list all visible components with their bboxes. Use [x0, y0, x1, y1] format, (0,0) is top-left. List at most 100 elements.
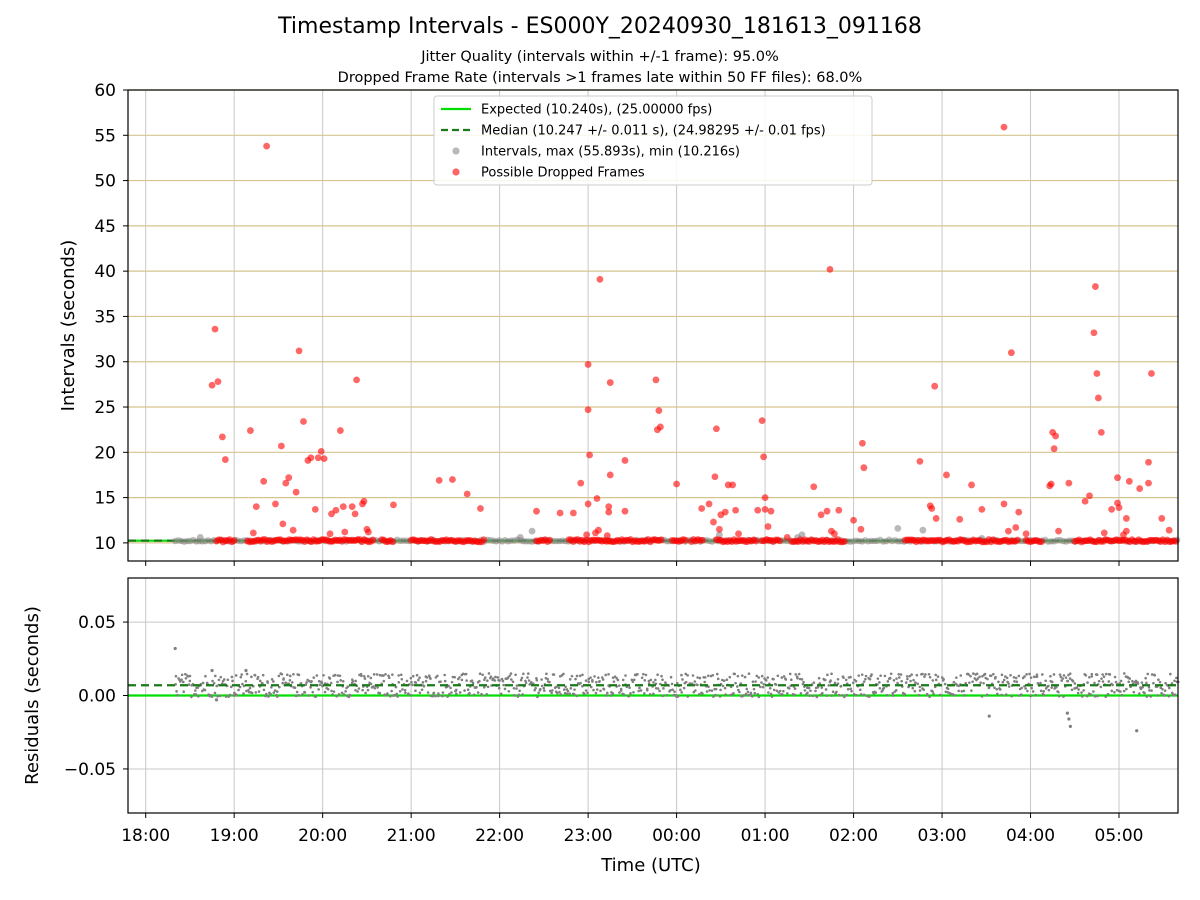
- residual-point: [466, 688, 470, 692]
- residual-point: [644, 673, 648, 677]
- residual-point: [1017, 674, 1021, 678]
- residual-point: [811, 694, 815, 698]
- residual-point: [449, 686, 452, 690]
- residual-point: [972, 672, 975, 675]
- residual-point: [566, 689, 570, 693]
- residual-point: [680, 673, 683, 677]
- residual-point: [218, 694, 222, 698]
- residual-point: [186, 675, 190, 678]
- residual-point: [823, 678, 827, 682]
- residual-point: [373, 686, 377, 690]
- residual-point: [592, 688, 595, 692]
- residual-point: [514, 673, 517, 677]
- residual-point: [897, 676, 901, 679]
- residual-point: [781, 693, 784, 696]
- residual-point: [1047, 688, 1051, 692]
- residual-point: [1159, 686, 1163, 690]
- dropped-frame-point: [307, 454, 315, 462]
- residual-point: [487, 672, 491, 675]
- residual-point: [1145, 681, 1148, 685]
- residual-point: [387, 674, 390, 678]
- residual-point: [176, 693, 179, 697]
- residual-point: [314, 695, 317, 699]
- dropped-frame-point: [435, 476, 443, 484]
- residual-point: [420, 688, 424, 692]
- residual-point: [421, 681, 425, 684]
- dropped-frame-point: [655, 407, 663, 415]
- residual-point: [742, 694, 746, 697]
- residual-point: [652, 692, 655, 696]
- residual-point: [1007, 682, 1010, 685]
- residual-point: [897, 672, 901, 676]
- residual-point: [697, 692, 701, 696]
- residual-point: [519, 678, 523, 682]
- dropped-frame-point: [1052, 432, 1059, 440]
- residual-point: [494, 675, 497, 679]
- residual-point: [1169, 672, 1172, 676]
- residual-point: [807, 686, 811, 690]
- residual-point: [944, 690, 948, 694]
- residual-point: [247, 688, 250, 692]
- dropped-frame-point: [1081, 497, 1089, 505]
- residual-point: [280, 672, 284, 676]
- residual-point: [849, 675, 852, 679]
- residual-point: [648, 692, 652, 696]
- dropped-frame-point: [823, 507, 831, 515]
- residual-point: [543, 689, 546, 692]
- residual-point: [629, 692, 632, 695]
- residual-point: [818, 682, 822, 685]
- residual-point: [1173, 679, 1176, 683]
- residual-point: [719, 688, 722, 692]
- dropped-frame-point: [656, 423, 664, 431]
- residual-point: [1099, 685, 1103, 689]
- residual-point: [645, 687, 649, 691]
- residual-point: [710, 689, 714, 692]
- residual-point: [226, 678, 230, 682]
- residual-point: [864, 674, 868, 678]
- dropped-frame-point: [761, 494, 769, 501]
- residual-point: [876, 677, 880, 680]
- dropped-frame-point: [715, 525, 723, 533]
- interval-point: [798, 531, 806, 539]
- residual-point: [1113, 675, 1117, 679]
- residual-point: [992, 672, 995, 676]
- residual-point: [391, 673, 394, 676]
- residual-point: [512, 694, 516, 697]
- residual-point: [833, 681, 837, 685]
- residual-point: [264, 694, 267, 698]
- x-tick-label: 23:00: [564, 826, 613, 846]
- residual-point: [1070, 688, 1074, 692]
- residual-point: [397, 680, 401, 684]
- residual-point: [841, 694, 844, 697]
- dropped-frame-point: [1000, 123, 1008, 131]
- residual-point: [895, 677, 898, 680]
- residual-point: [507, 689, 511, 693]
- residual-point: [1026, 689, 1029, 693]
- dropped-frame-point: [732, 506, 739, 514]
- residual-point: [405, 679, 409, 683]
- residual-point: [927, 672, 931, 676]
- residual-point: [733, 672, 737, 676]
- residual-point: [1029, 676, 1033, 679]
- residual-point: [787, 687, 791, 690]
- residual-point: [1052, 673, 1056, 676]
- dropped-frame-point: [1122, 527, 1130, 535]
- dropped-frame-point: [1122, 515, 1130, 522]
- residual-point: [330, 689, 333, 693]
- residual-point: [399, 673, 403, 677]
- residual-point: [304, 683, 308, 686]
- y-tick-label: 10: [94, 534, 116, 554]
- chart-title: Timestamp Intervals - ES000Y_20240930_18…: [278, 14, 922, 39]
- residual-point: [764, 678, 768, 682]
- residual-point: [1167, 694, 1171, 698]
- residual-point: [242, 684, 246, 688]
- residual-point: [432, 691, 436, 695]
- residual-point: [386, 692, 389, 695]
- residual-point: [894, 689, 898, 692]
- residual-point: [1015, 680, 1019, 684]
- dropped-frame-point: [721, 508, 729, 516]
- residual-point: [464, 672, 468, 676]
- residual-point: [595, 680, 598, 684]
- legend-entry: Possible Dropped Frames: [481, 166, 645, 181]
- residual-point: [584, 689, 588, 692]
